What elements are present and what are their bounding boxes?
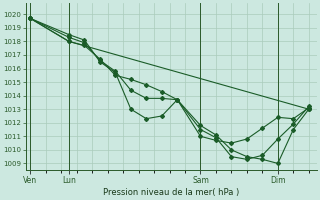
X-axis label: Pression niveau de la mer( hPa ): Pression niveau de la mer( hPa ) (103, 188, 239, 197)
